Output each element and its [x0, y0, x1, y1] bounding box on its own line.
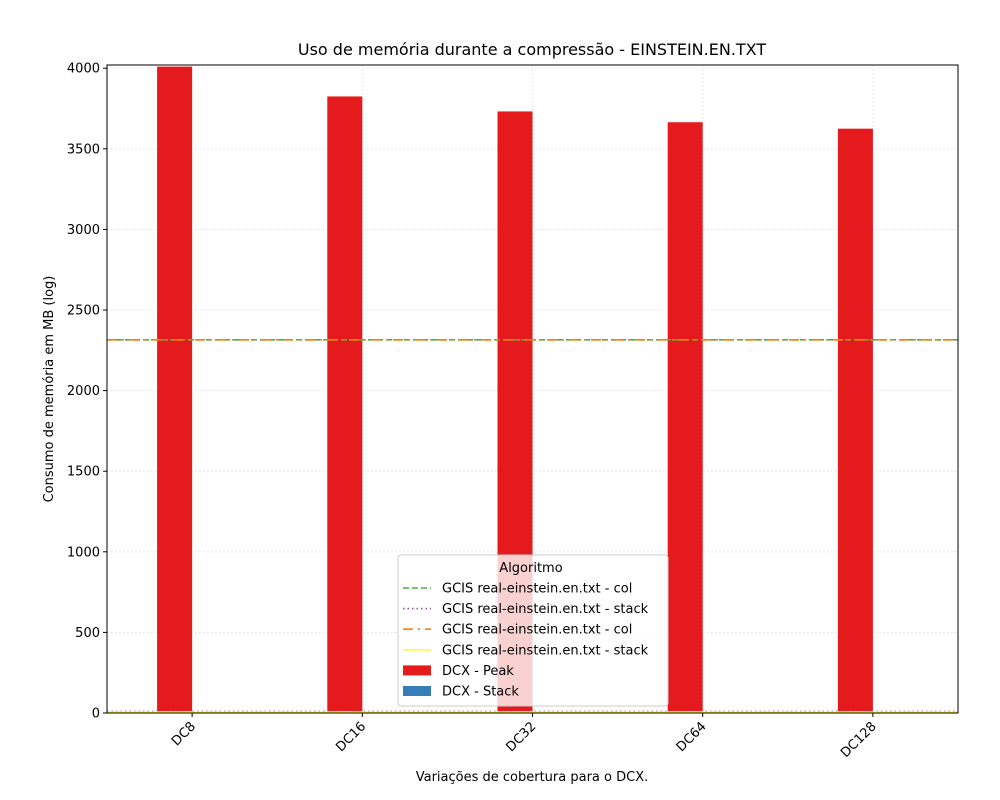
legend-entry-label: GCIS real-einstein.en.txt - col [442, 623, 632, 638]
bar-peak-dc64 [667, 122, 703, 713]
legend-entry-label: GCIS real-einstein.en.txt - stack [442, 602, 649, 617]
x-tick-label: DC8 [169, 719, 199, 749]
legend-entry-label: GCIS real-einstein.en.txt - col [442, 582, 632, 597]
legend-entry-label: DCX - Peak [442, 664, 514, 679]
y-tick-label: 1000 [67, 545, 100, 560]
y-tick-label: 1500 [67, 465, 100, 480]
chart-title: Uso de memória durante a compressão - EI… [298, 40, 766, 59]
y-tick-label: 3500 [67, 142, 100, 157]
bar-peak-dc16 [327, 96, 363, 713]
y-tick-label: 0 [92, 707, 100, 722]
x-axis-label: Variações de cobertura para o DCX. [416, 770, 649, 785]
x-tick-label: DC32 [504, 719, 540, 755]
y-tick-label: 4000 [67, 62, 100, 77]
legend-title: Algoritmo [499, 561, 562, 576]
y-tick-label: 500 [75, 626, 100, 641]
y-tick-label: 2000 [67, 384, 100, 399]
x-axis: DC8 DC16 DC32 DC64 DC128 [169, 713, 880, 761]
y-axis-label: Consumo de memória em MB (log) [42, 276, 57, 503]
x-tick-label: DC64 [674, 719, 710, 755]
y-tick-label: 3000 [67, 223, 100, 238]
y-axis: 0 500 1000 1500 2000 2500 3000 3500 4000 [67, 62, 107, 722]
y-tick-label: 2500 [67, 304, 100, 319]
legend-box [397, 554, 669, 707]
legend-entry-label: DCX - Stack [442, 685, 519, 700]
bar-peak-dc8 [157, 66, 193, 713]
x-tick-label: DC128 [838, 719, 880, 761]
legend: Algoritmo GCIS real-einstein.en.txt - col… [397, 554, 669, 707]
legend-bar-swatch [403, 686, 431, 696]
legend-entry-label: GCIS real-einstein.en.txt - stack [442, 643, 649, 658]
reference-lines [107, 339, 958, 713]
bars [157, 66, 873, 714]
bar-peak-dc128 [837, 128, 873, 714]
legend-bar-swatch [403, 665, 431, 676]
x-tick-label: DC16 [333, 719, 369, 755]
